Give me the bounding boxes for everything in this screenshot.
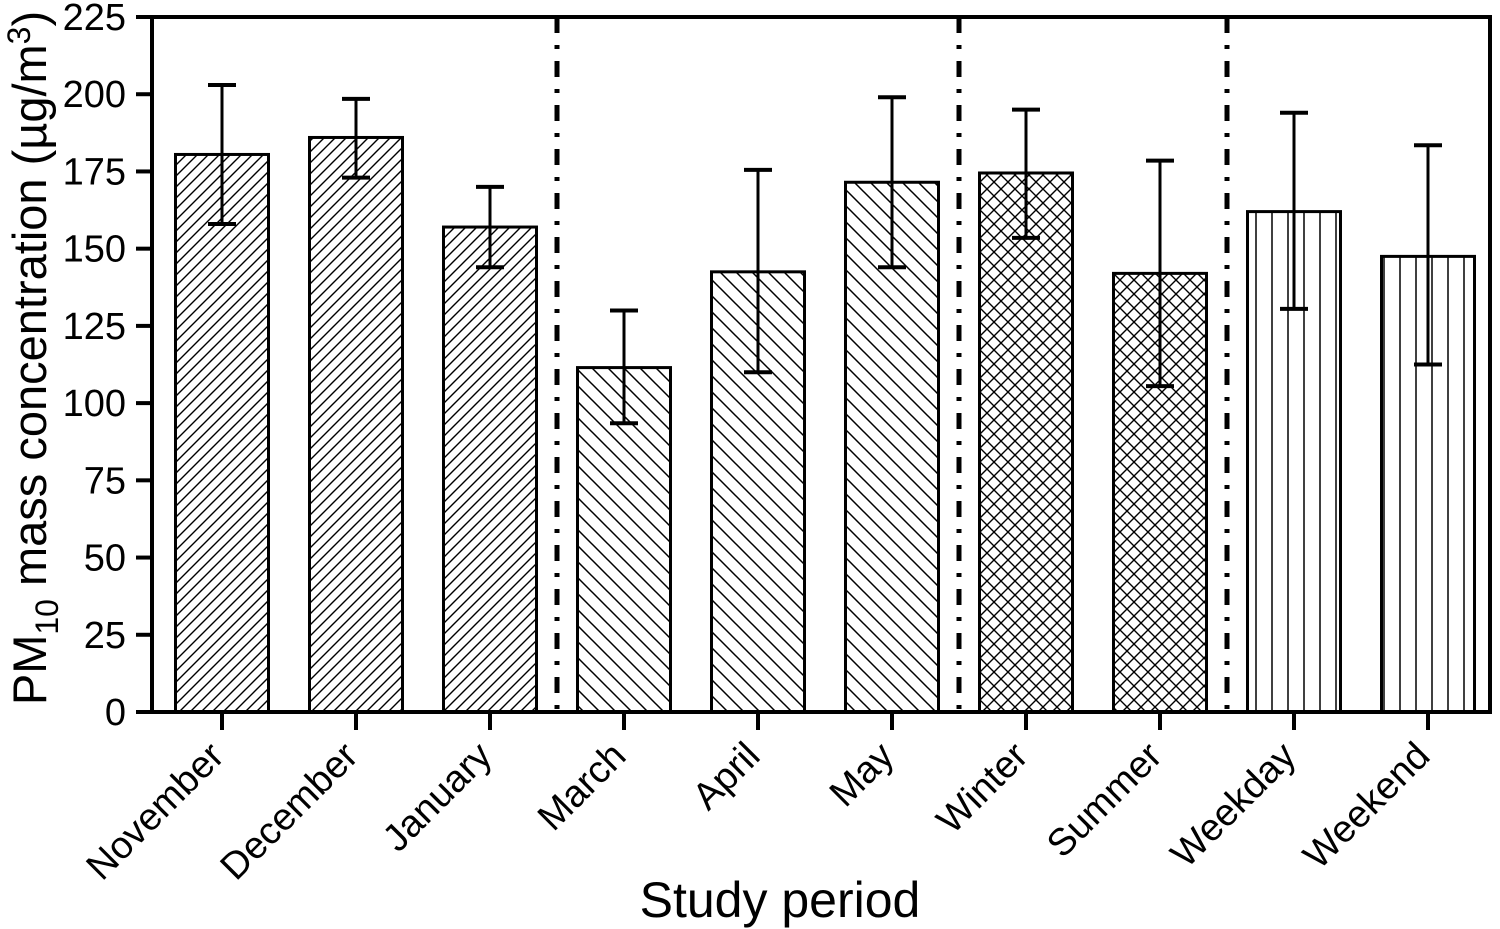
error-bar-may — [878, 95, 906, 270]
bar-summer — [1112, 271, 1208, 714]
y-tick-label: 150 — [63, 229, 126, 271]
y-tick-label: 75 — [84, 460, 126, 502]
x-axis-title: Study period — [640, 872, 921, 928]
error-bar-march — [610, 308, 638, 426]
bar-november — [174, 152, 270, 714]
error-bar-april — [744, 167, 772, 375]
error-bar-january — [476, 184, 504, 270]
y-tick-label: 200 — [63, 74, 126, 116]
x-tick-label-weekday: Weekday — [1163, 735, 1304, 876]
error-bar-december — [342, 96, 370, 180]
error-bar-winter — [1012, 107, 1040, 240]
bar-january — [442, 225, 538, 714]
error-bar-weekday — [1280, 110, 1308, 311]
plot-frame — [150, 15, 1492, 714]
y-axis-title: PM10 mass concentration (µg/m3) — [1, 11, 65, 705]
plot-area: 0 25 50 75 100 125 150 175 200 225 NovemberDecembe… — [63, 0, 1492, 888]
x-tick-label-winter: Winter — [929, 734, 1037, 842]
x-tick-label-december: December — [213, 734, 367, 888]
y-tick-label: 25 — [84, 615, 126, 657]
x-tick-label-may: May — [822, 735, 902, 815]
bar-december — [308, 135, 404, 714]
y-tick-label: 125 — [63, 306, 126, 348]
x-tick-label-january: January — [375, 735, 500, 860]
bar-winter — [978, 171, 1074, 714]
error-bar-weekend — [1414, 143, 1442, 367]
x-tick-label-april: April — [685, 735, 768, 818]
y-tick-label: 0 — [105, 692, 126, 734]
y-tick-label: 225 — [63, 0, 126, 39]
error-bar-summer — [1146, 158, 1174, 389]
x-tick-label-weekend: Weekend — [1296, 735, 1439, 878]
y-tick-label: 50 — [84, 538, 126, 580]
x-tick-label-march: March — [530, 735, 634, 839]
x-tick-label-summer: Summer — [1039, 734, 1170, 865]
x-tick-label-november: November — [79, 734, 233, 888]
y-tick-label: 175 — [63, 151, 126, 193]
error-bar-november — [208, 82, 236, 226]
y-tick-label: 100 — [63, 383, 126, 425]
